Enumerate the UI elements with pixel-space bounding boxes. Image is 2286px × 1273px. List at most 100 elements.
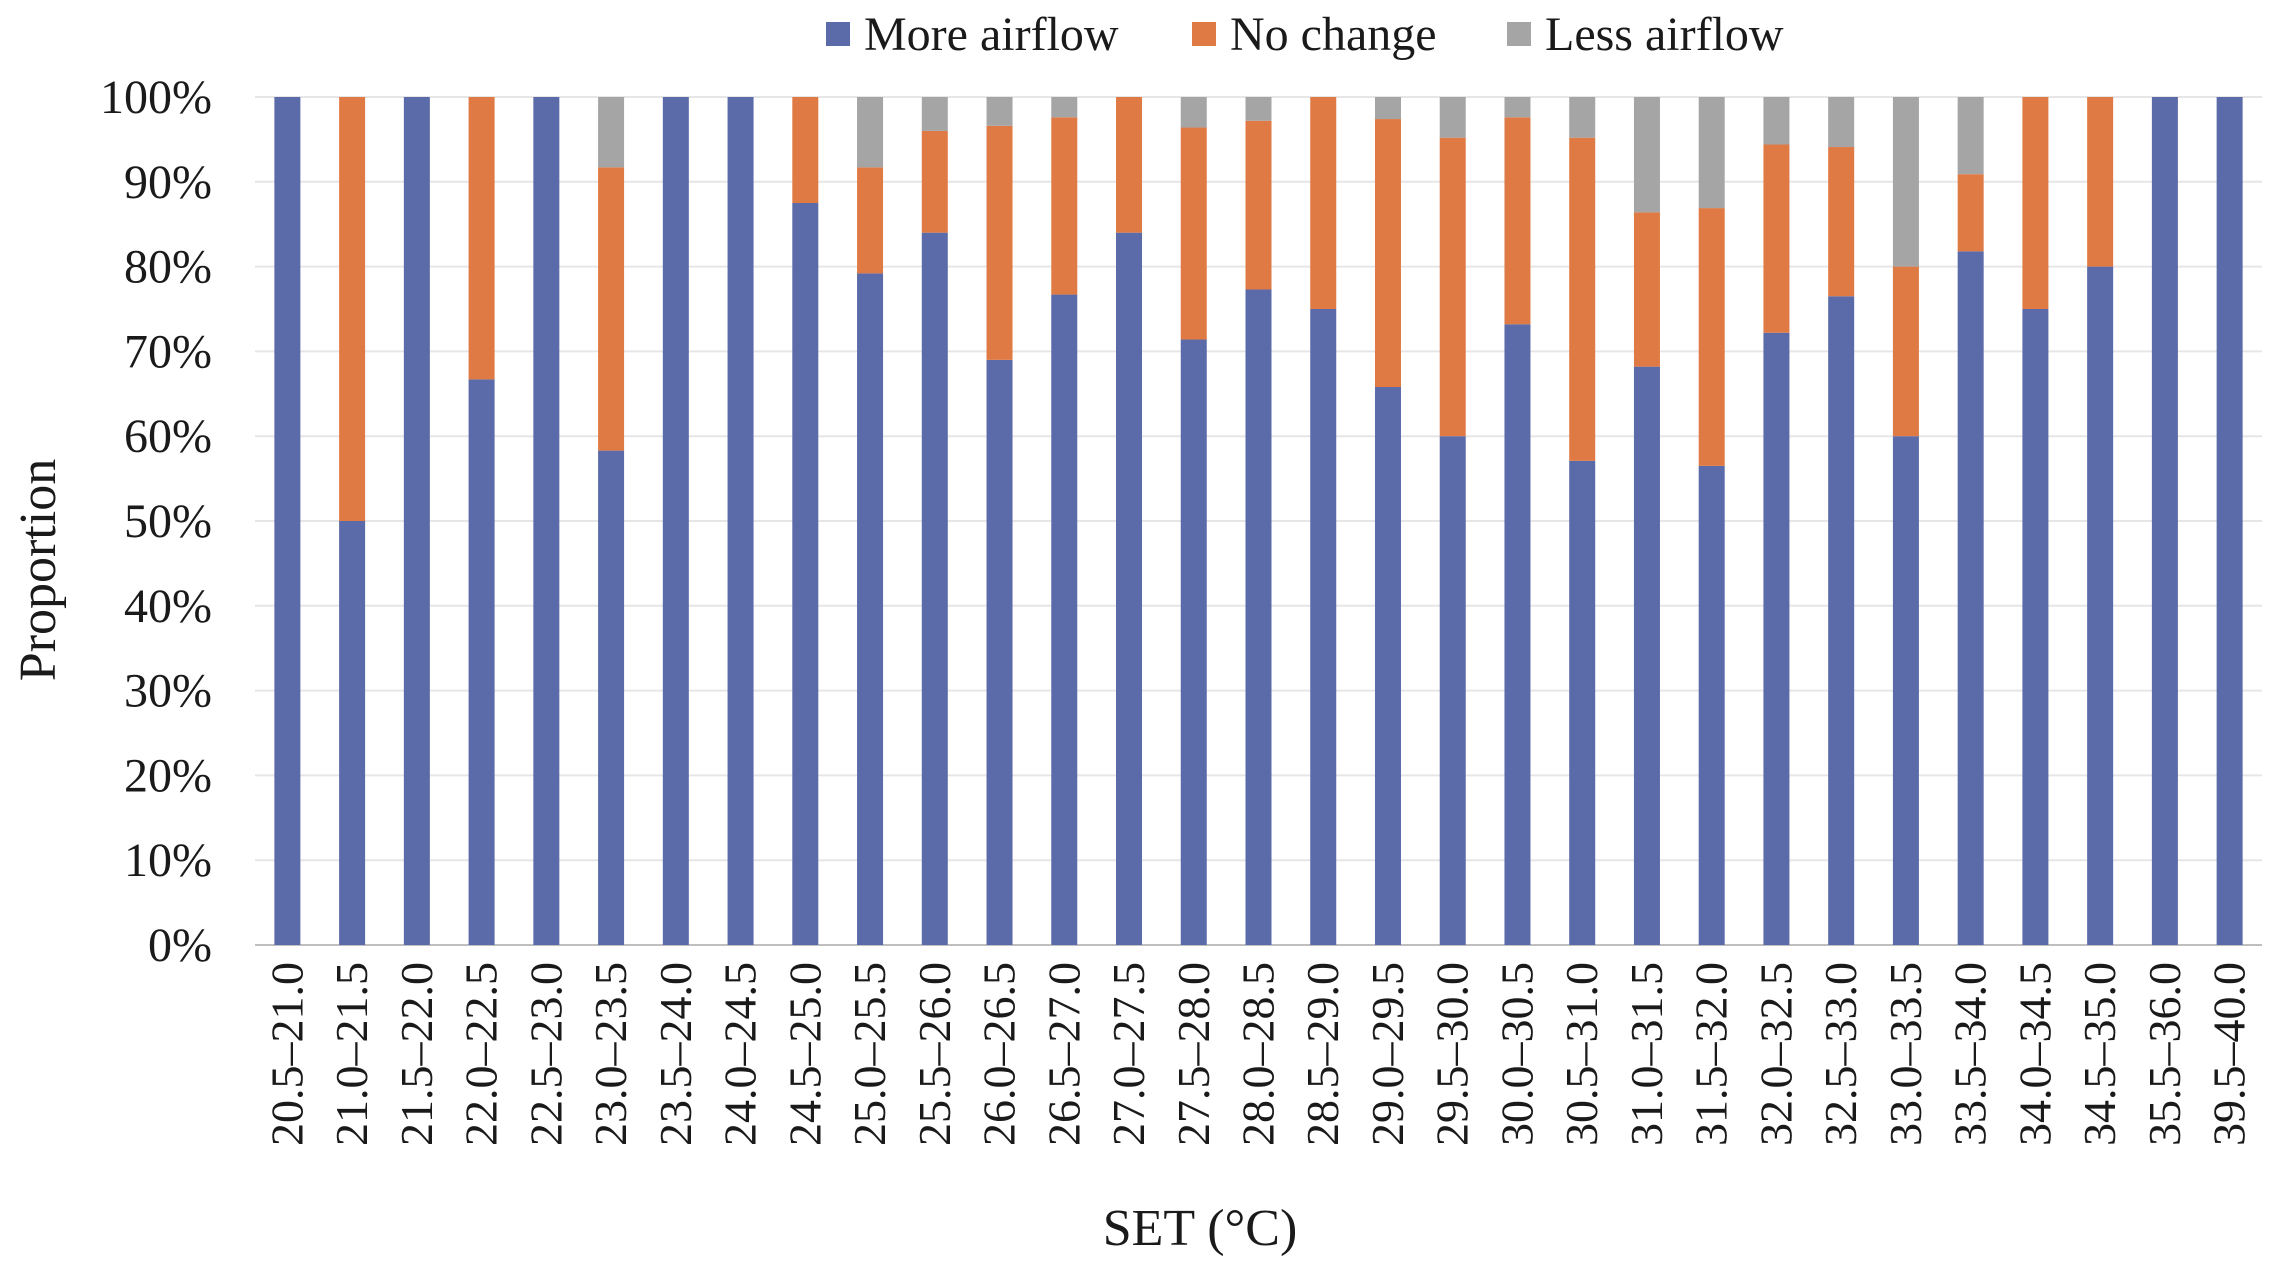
x-tick-label: 24.5–25.0 <box>779 962 830 1146</box>
bar-segment-less-airflow <box>1180 97 1207 128</box>
x-tick-label: 34.5–35.0 <box>2074 962 2125 1146</box>
bar-segment-more-airflow <box>468 379 495 945</box>
bar-segment-no-change <box>1892 266 1919 437</box>
bar-segment-more-airflow <box>1310 309 1337 945</box>
bar-segment-more-airflow <box>2216 97 2243 945</box>
bar-segment-more-airflow <box>1828 296 1855 945</box>
bar-segment-no-change <box>1763 144 1790 333</box>
bar-segment-more-airflow <box>274 97 301 945</box>
y-tick-label: 60% <box>124 410 212 463</box>
x-tick-label: 29.5–30.0 <box>1427 962 1478 1146</box>
x-tick-label: 32.5–33.0 <box>1815 962 1866 1146</box>
bar-segment-less-airflow <box>986 97 1013 126</box>
x-tick-label: 28.0–28.5 <box>1233 962 1284 1146</box>
bar-segment-more-airflow <box>1698 465 1725 945</box>
x-tick-label: 20.5–21.0 <box>261 962 312 1146</box>
bar-segment-more-airflow <box>727 97 754 945</box>
bar-segment-more-airflow <box>533 97 560 945</box>
bar-segment-more-airflow <box>1569 460 1596 945</box>
bar-segment-more-airflow <box>1439 436 1466 945</box>
bar-segment-more-airflow <box>1374 387 1401 945</box>
bar-segment-more-airflow <box>1957 251 1984 945</box>
bar-segment-more-airflow <box>792 203 819 945</box>
legend: More airflow No change Less airflow <box>826 8 1784 61</box>
bar-segment-less-airflow <box>921 97 948 131</box>
bar-segment-more-airflow <box>1504 324 1531 945</box>
y-axis-title: Proportion <box>10 459 67 681</box>
y-tick-label: 20% <box>124 749 212 802</box>
bar-segment-more-airflow <box>1245 289 1272 946</box>
bar-segment-less-airflow <box>1374 97 1401 120</box>
bar-segment-less-airflow <box>1439 97 1466 138</box>
x-tick-label: 27.5–28.0 <box>1168 962 1219 1146</box>
x-axis-title: SET (°C) <box>1103 1200 1298 1257</box>
bar-segment-no-change <box>1504 117 1531 325</box>
bar-segment-no-change <box>792 97 819 203</box>
bar-segment-more-airflow <box>1180 339 1207 945</box>
x-tick-label: 26.5–27.0 <box>1038 962 1089 1146</box>
bar-segment-less-airflow <box>1569 97 1596 138</box>
bar-segment-less-airflow <box>1892 97 1919 267</box>
x-tick-label: 39.5–40.0 <box>2204 962 2255 1146</box>
y-tick-label: 70% <box>124 325 212 378</box>
bar-segment-more-airflow <box>339 521 366 945</box>
x-tick-label: 24.0–24.5 <box>715 962 766 1146</box>
bar-segment-less-airflow <box>1504 97 1531 118</box>
bar-segment-no-change <box>1310 97 1337 309</box>
y-tick-label: 80% <box>124 241 212 294</box>
x-tick-label: 29.0–29.5 <box>1362 962 1413 1146</box>
x-tick-label: 33.5–34.0 <box>1945 962 1996 1146</box>
bar-segment-less-airflow <box>857 97 884 168</box>
bar-segment-no-change <box>1245 120 1272 290</box>
bar-segment-no-change <box>1957 174 1984 252</box>
bar-segment-no-change <box>2087 97 2114 267</box>
bar-segment-more-airflow <box>598 450 625 945</box>
bar-segment-no-change <box>1828 147 1855 297</box>
legend-label-no-change: No change <box>1230 8 1437 61</box>
legend-label-less-airflow: Less airflow <box>1545 8 1784 61</box>
x-tick-label: 28.5–29.0 <box>1297 962 1348 1146</box>
legend-label-more-airflow: More airflow <box>864 8 1119 61</box>
bar-segment-less-airflow <box>1633 97 1660 213</box>
bar-segment-less-airflow <box>1957 97 1984 175</box>
bar-segment-no-change <box>598 167 625 451</box>
bar-segment-more-airflow <box>1051 294 1078 946</box>
bar-segment-less-airflow <box>1828 97 1855 148</box>
y-tick-label: 10% <box>124 834 212 887</box>
bar-segment-less-airflow <box>1698 97 1725 209</box>
x-tick-label: 31.5–32.0 <box>1686 962 1737 1146</box>
bar-segment-no-change <box>339 97 366 521</box>
x-axis-ticks: 20.5–21.0 21.0–21.5 21.5–22.0 22.0–22.5 22.5… <box>261 962 2254 1146</box>
x-tick-label: 30.0–30.5 <box>1491 962 1542 1146</box>
bar-segment-more-airflow <box>2087 266 2114 946</box>
x-tick-label: 35.5–36.0 <box>2139 962 2190 1146</box>
bar-segment-less-airflow <box>1051 97 1078 118</box>
y-axis-ticks: 0% 10% 20% 30% 40% 50% 60% 70% 80% 90% 100% <box>100 71 212 972</box>
bar-segment-less-airflow <box>1763 97 1790 145</box>
x-tick-label: 26.0–26.5 <box>974 962 1025 1146</box>
bar-segment-no-change <box>1633 212 1660 367</box>
bar-segment-more-airflow <box>2022 309 2049 945</box>
x-tick-label: 23.5–24.0 <box>650 962 701 1146</box>
y-tick-label: 50% <box>124 495 212 548</box>
bar-segment-no-change <box>1180 127 1207 340</box>
bar-segment-more-airflow <box>1763 332 1790 945</box>
bar-segment-more-airflow <box>921 232 948 945</box>
bar-segment-more-airflow <box>662 97 689 945</box>
bar-segment-less-airflow <box>598 97 625 168</box>
x-tick-label: 31.0–31.5 <box>1621 962 1672 1146</box>
bar-segment-more-airflow <box>857 273 884 945</box>
bar-segment-more-airflow <box>1892 436 1919 945</box>
bar-segment-more-airflow <box>403 97 430 945</box>
x-tick-label: 27.0–27.5 <box>1103 962 1154 1146</box>
bars <box>274 97 2243 946</box>
x-tick-label: 32.0–32.5 <box>1750 962 1801 1146</box>
x-tick-label: 25.5–26.0 <box>909 962 960 1146</box>
bar-segment-no-change <box>1698 208 1725 466</box>
y-tick-label: 100% <box>100 71 212 124</box>
y-tick-label: 40% <box>124 580 212 633</box>
bar-segment-no-change <box>986 125 1013 360</box>
legend-swatch-less-airflow <box>1507 22 1531 46</box>
